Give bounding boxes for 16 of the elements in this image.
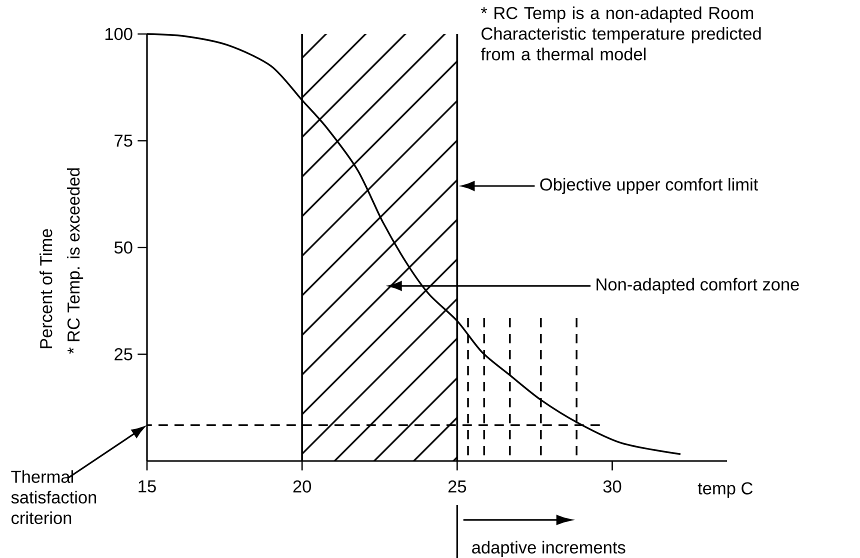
y-tick-label: 75 — [114, 134, 132, 147]
ref-line-label: Objective upper comfort limit — [540, 178, 758, 194]
text: * RC Temp. is exceeded — [66, 168, 84, 354]
text: adaptive increments — [472, 540, 626, 558]
x-axis-title: temp C — [698, 482, 753, 498]
text: Thermal satisfaction criterion — [11, 470, 96, 524]
y-axis-title: Percent of Time — [40, 229, 52, 348]
y-tick-label: 100 — [105, 28, 132, 40]
band-label: Non-adapted comfort zone — [596, 278, 799, 294]
x-tick-label: 30 — [603, 480, 622, 493]
annotation: * RC Temp is a non-adapted Room Characteristic temperature predicted from a thermal model — [480, 6, 761, 60]
x-tick-label: 20 — [293, 480, 312, 493]
x-tick-label: 25 — [448, 480, 466, 493]
x-tick-label: 15 — [138, 480, 156, 492]
y-tick-label: 50 — [114, 241, 132, 254]
y-tick-label: 25 — [114, 348, 132, 360]
